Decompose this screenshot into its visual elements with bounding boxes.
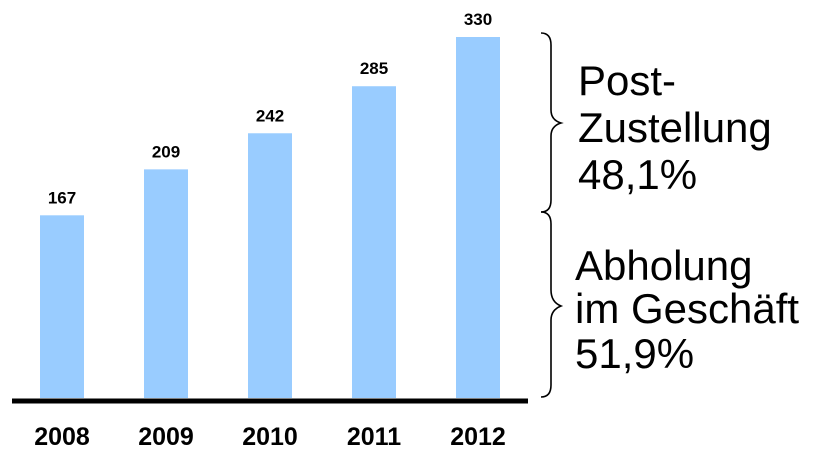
annotation-post-zustellung-line3: 48,1% <box>578 151 697 198</box>
value-label-2010: 242 <box>256 106 284 125</box>
value-label-2011: 285 <box>360 59 388 78</box>
annotation-abholung-line2: im Geschäft <box>575 285 799 332</box>
brace-abholung <box>541 212 561 397</box>
x-tick-label-2011: 2011 <box>347 423 401 451</box>
bar-2012 <box>456 37 500 398</box>
bar-2009 <box>144 169 188 398</box>
x-tick-label-2010: 2010 <box>242 423 298 451</box>
x-tick-label-2008: 2008 <box>34 423 90 451</box>
bars-group <box>40 37 500 398</box>
annotation-post-zustellung: Post- Zustellung 48,1% <box>578 57 783 198</box>
value-label-2012: 330 <box>464 10 492 29</box>
x-tick-labels-group: 2008 2009 2010 2011 2012 <box>34 423 506 451</box>
bar-2011 <box>352 86 396 398</box>
bar-2008 <box>40 215 84 398</box>
annotation-abholung-line1: Abholung <box>575 242 753 289</box>
value-label-2009: 209 <box>152 142 180 161</box>
annotation-abholung-line3: 51,9% <box>575 330 694 377</box>
value-label-2008: 167 <box>48 188 76 207</box>
annotation-abholung: Abholung im Geschäft 51,9% <box>575 242 811 377</box>
bar-2010 <box>248 133 292 398</box>
x-tick-label-2009: 2009 <box>138 423 194 451</box>
annotation-post-zustellung-line1: Post- <box>578 57 676 104</box>
annotation-post-zustellung-line2: Zustellung <box>578 104 772 151</box>
brace-post-zustellung <box>541 33 561 212</box>
x-tick-label-2012: 2012 <box>450 423 506 451</box>
